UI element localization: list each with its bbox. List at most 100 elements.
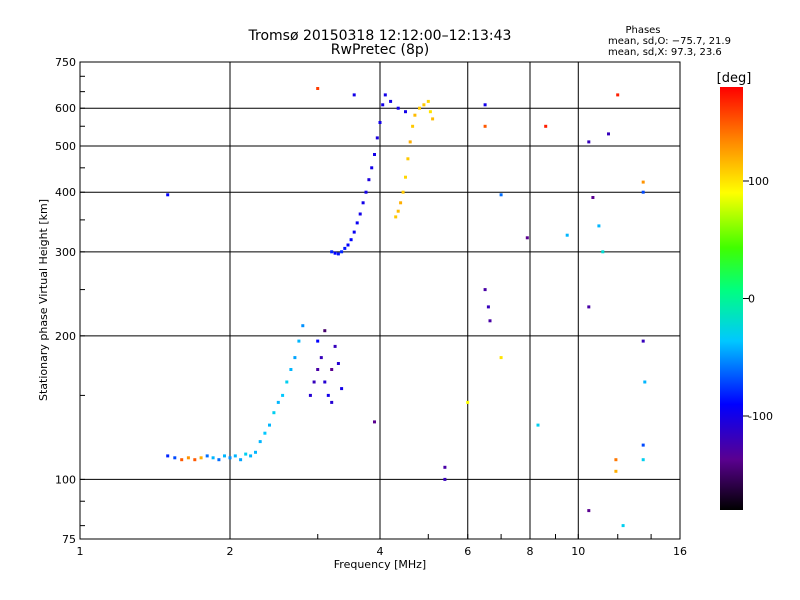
grid-lines [80,62,680,539]
y-tick-label: 400 [55,186,76,199]
data-point [361,201,365,205]
data-point [466,400,470,404]
data-point [565,233,569,237]
data-point [641,443,645,447]
data-point [316,87,320,90]
y-tick-label: 500 [55,140,76,153]
data-point [316,368,320,371]
data-point [483,124,487,128]
data-point [281,393,285,397]
data-point [431,117,435,121]
data-point [399,201,403,205]
data-point [413,113,417,117]
data-point [383,93,387,97]
data-point [233,454,237,458]
data-point [601,250,605,254]
data-point [340,387,344,391]
data-point [406,157,410,161]
y-tick-label: 75 [62,533,76,546]
data-point [333,251,337,255]
data-point [330,250,334,254]
data-point [499,356,503,360]
y-tick-label: 300 [55,246,76,259]
data-point [404,110,407,114]
data-point [254,450,257,454]
data-point [587,140,591,144]
data-point [373,153,376,156]
data-point [301,324,305,328]
stats-heading: Phases [625,25,660,36]
data-point [173,456,177,460]
data-point [297,339,301,343]
data-point [316,339,320,343]
y-tick-label: 100 [55,473,76,486]
data-point [211,456,215,460]
x-tick-label: 1 [77,545,84,558]
data-point [544,124,548,128]
data-point [614,458,618,462]
colorbar-tick-label: 100 [748,175,769,188]
data-point [587,305,591,309]
data-point [193,458,197,462]
data-point [404,175,407,179]
data-point [443,477,447,481]
stats-x-line: mean, sd,X: 97.3, 23.6 [608,47,722,58]
data-point [378,121,382,124]
x-axis-label: Frequency [MHz] [334,558,426,571]
data-point [333,344,337,348]
data-point [312,380,316,384]
y-tick-label: 600 [55,102,76,115]
data-point [199,456,203,460]
data-point [483,103,487,107]
data-point [607,132,610,136]
data-point [268,423,271,427]
data-point [381,103,385,107]
data-point [597,224,601,228]
data-point [364,190,368,194]
data-point [643,380,647,384]
data-point [323,380,327,384]
data-point [443,465,447,469]
data-point [349,238,353,242]
data-point [486,305,490,309]
data-point [355,221,359,225]
data-point [641,339,645,343]
data-point [272,411,276,415]
data-point [276,400,280,404]
data-point [239,458,243,462]
data-point [536,423,540,427]
data-point [641,180,645,184]
data-point [326,393,330,397]
x-tick-label: 8 [527,545,534,558]
data-point [308,393,312,397]
data-point [394,215,398,219]
data-point [336,362,340,365]
x-tick-label: 10 [571,545,585,558]
data-point [205,454,209,458]
data-point [352,93,356,97]
data-point [422,103,426,107]
data-point [223,454,226,458]
data-point [244,452,248,456]
data-point [228,456,232,460]
y-axis-label: Stationary phase Virtual Height [km] [37,199,50,401]
data-point [408,140,412,144]
data-point [319,356,323,360]
data-point [488,319,492,323]
data-point [389,99,393,103]
data-point [346,243,350,247]
data-point [587,509,591,513]
data-point [186,456,190,460]
data-point [166,454,170,458]
data-point [358,212,362,216]
data-point [166,193,170,197]
data-point [258,440,262,444]
data-point [411,124,415,128]
data-point [375,136,379,140]
data-point [401,190,405,194]
data-point [343,246,347,250]
data-point [330,368,334,371]
data-point [641,190,645,194]
x-tick-label: 16 [673,545,687,558]
data-point [614,469,618,473]
